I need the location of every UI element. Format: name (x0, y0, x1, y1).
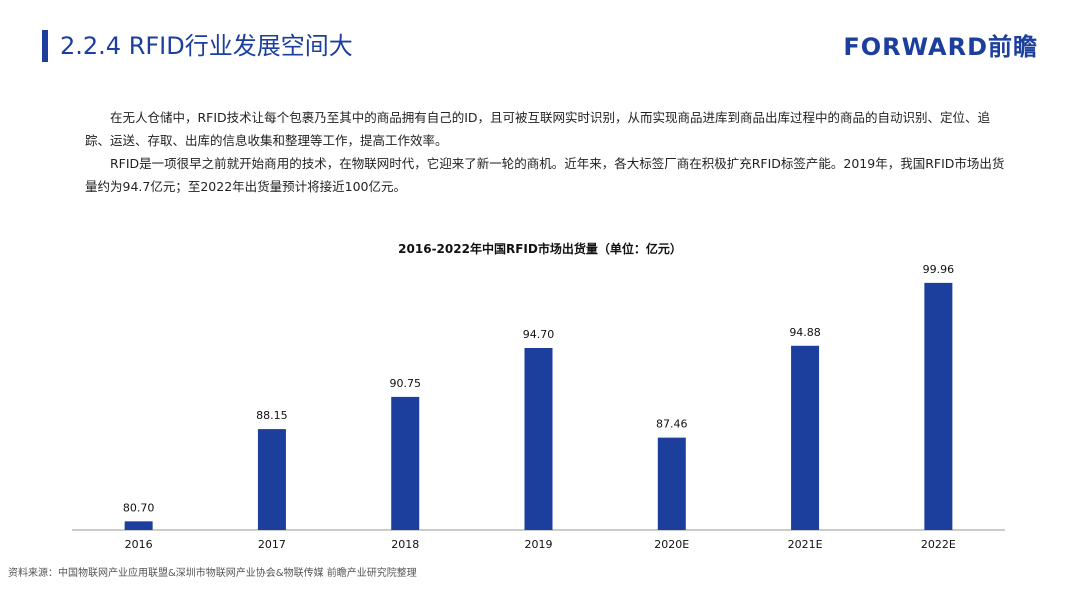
slide-title: 2.2.4 RFID行业发展空间大 (60, 32, 353, 60)
source: 资料来源：中国物联网产业应用联盟&深圳市物联网产业协会&物联传媒 前瞻产业研究院… (8, 568, 417, 579)
x-tick-label: 2016 (125, 538, 153, 551)
title-accent (42, 30, 48, 62)
data-label: 90.75 (389, 377, 421, 390)
data-label: 80.70 (123, 501, 155, 514)
bar (124, 521, 153, 530)
data-label: 94.70 (523, 328, 555, 341)
bar (924, 282, 953, 530)
bar (524, 348, 553, 530)
data-label: 94.88 (789, 326, 821, 339)
chart-title: 2016-2022年中国RFID市场出货量（单位：亿元） (398, 241, 682, 256)
x-tick-label: 2021E (788, 538, 823, 551)
data-label: 88.15 (256, 409, 288, 422)
data-label: 87.46 (656, 418, 688, 431)
logo: FORWARD前瞻 (843, 33, 1038, 61)
bar (391, 396, 420, 530)
x-tick-label: 2020E (654, 538, 689, 551)
bar (791, 345, 820, 530)
paragraph: RFID是一项很早之前就开始商用的技术，在物联网时代，它迎来了新一轮的商机。近年… (85, 156, 1005, 194)
paragraph: 在无人仓储中，RFID技术让每个包裹乃至其中的商品拥有自己的ID，且可被互联网实… (85, 110, 991, 148)
x-tick-label: 2022E (921, 538, 956, 551)
data-label: 99.96 (923, 263, 955, 276)
x-tick-label: 2017 (258, 538, 286, 551)
bar (657, 437, 686, 530)
body-text: 在无人仓储中，RFID技术让每个包裹乃至其中的商品拥有自己的ID，且可被互联网实… (85, 106, 1005, 198)
x-tick-label: 2019 (525, 538, 553, 551)
x-tick-label: 2018 (391, 538, 419, 551)
bar (257, 429, 286, 530)
